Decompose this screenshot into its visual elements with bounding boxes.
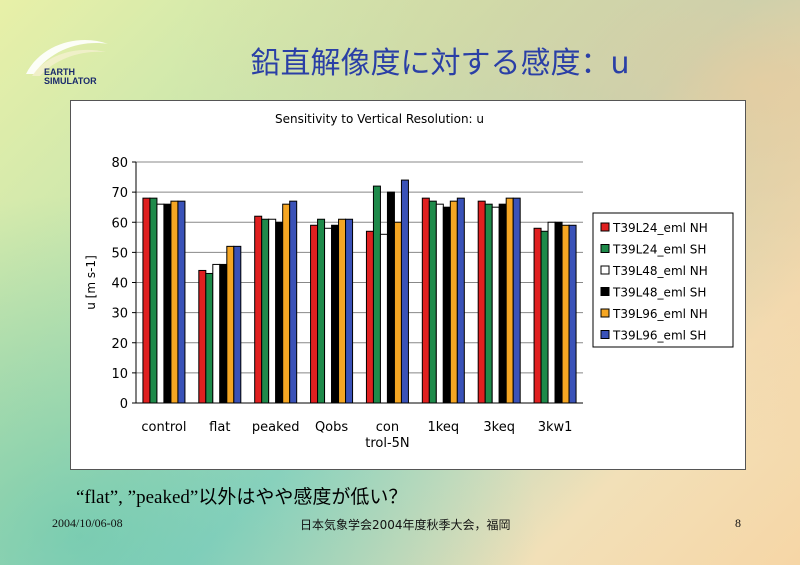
legend-swatch [600,330,610,339]
bar [142,197,151,404]
legend-entry: T39L48_eml SH [612,286,706,300]
category-label: trol-5N [365,436,409,451]
bar [261,218,270,404]
bar [275,221,284,404]
bar [226,245,235,404]
bar [442,206,451,404]
bar [491,206,500,404]
bar [170,200,179,404]
bar [540,230,549,404]
slide-title: 鉛直解像度に対する感度：u [250,46,630,81]
category-label: peaked [252,420,300,435]
y-tick-label: 30 [111,307,128,322]
y-tick-label: 70 [111,186,128,201]
bar [477,200,486,404]
chart-title: Sensitivity to Vertical Resolution: u [275,112,484,126]
bar [449,200,458,404]
bar [554,221,563,404]
bar [561,224,570,404]
bar [400,179,409,404]
bar [289,200,298,404]
logo-line-1: EARTH [44,67,75,77]
bar [338,218,347,404]
legend-swatch [600,244,610,253]
bar [547,221,556,404]
bar [268,218,277,404]
bar [386,191,395,404]
legend-swatch [600,265,610,275]
bar [393,221,402,404]
bar [421,197,430,404]
legend-swatch [600,308,610,318]
y-axis-label: u [m s-1] [84,255,98,310]
y-tick-label: 60 [111,216,128,231]
bar [379,233,388,404]
category-label: 1keq [428,420,460,435]
bar [219,263,228,404]
y-tick-label: 40 [111,277,128,292]
bar [205,272,214,404]
bar [156,203,165,404]
bar [533,227,542,404]
bar [310,224,319,404]
bar [428,200,437,404]
legend-entry: T39L96_eml NH [612,307,708,321]
slide-caption: “flat”, ”peaked”以外はやや感度が低い？ [76,487,408,508]
bar [372,185,381,404]
category-label: con [376,420,399,435]
category-label: control [141,420,186,435]
legend-entry: T39L24_eml SH [612,243,706,257]
logo-text: EARTH SIMULATOR [44,68,97,86]
y-tick-label: 80 [111,156,128,171]
y-tick-label: 10 [111,367,128,382]
y-tick-label: 50 [111,246,128,261]
bar [149,197,158,404]
category-label: Qobs [315,420,348,435]
bar [254,215,263,404]
bar [282,203,291,404]
bar [456,197,465,404]
legend-entry: T39L96_eml SH [612,329,706,343]
bar [345,218,354,404]
category-label: 3keq [483,420,515,435]
y-tick-label: 0 [120,397,128,412]
legend-entry: T39L24_eml NH [612,221,708,235]
bar [512,197,521,404]
category-label: flat [209,420,230,435]
legend-swatch [600,287,610,296]
footer-date: 2004/10/06-08 [52,516,123,530]
bar [331,224,340,404]
bar [317,218,326,404]
bar [365,230,374,404]
chart-container: Sensitivity to Vertical Resolution: u 0 10… [70,100,746,470]
page-number: 8 [735,516,741,530]
footer-conference: 日本気象学会2004年度秋季大会，福岡 [300,518,511,532]
bar [484,203,493,404]
legend-entry: T39L48_eml NH [612,264,708,278]
bar-chart: Sensitivity to Vertical Resolution: u 0 10… [84,112,734,451]
bar [177,200,186,404]
bar [163,203,172,404]
bar [498,203,507,404]
bar [233,245,242,404]
bar [198,269,207,404]
legend-box [592,212,734,348]
bar [324,227,333,404]
bar [212,263,221,404]
y-tick-label: 20 [111,337,128,352]
earth-simulator-logo-icon [26,39,108,76]
bar [568,224,577,404]
bar [435,203,444,404]
bar [505,197,514,404]
logo-line-2: SIMULATOR [44,76,97,86]
category-label: 3kw1 [538,420,573,435]
legend-swatch [600,222,610,232]
